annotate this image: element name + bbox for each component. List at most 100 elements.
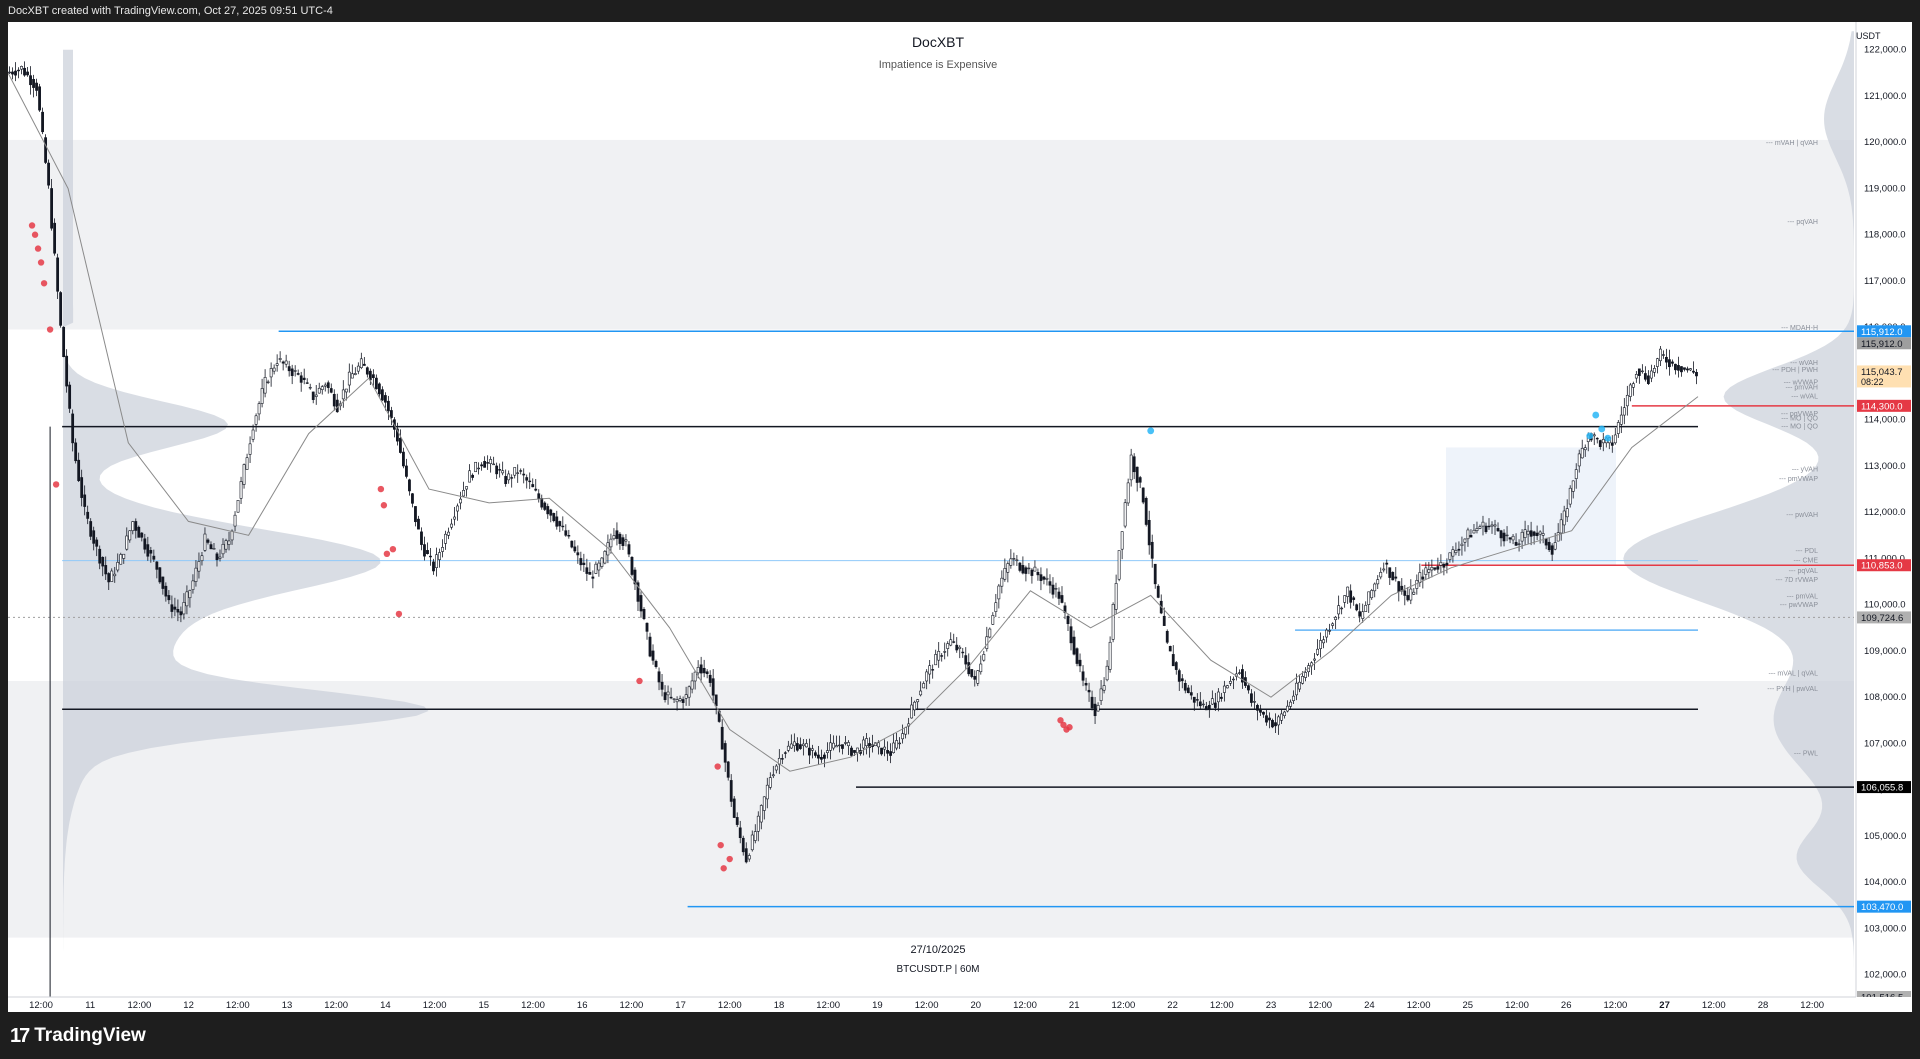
candle-body [534, 488, 538, 491]
candle-body [290, 368, 294, 376]
candle-body [940, 655, 944, 657]
candle-body [570, 540, 574, 548]
candle-body [1018, 562, 1022, 571]
candle-body [1680, 366, 1683, 373]
tradingview-logo-icon: 17 [10, 1024, 30, 1047]
candle-body [1183, 682, 1187, 691]
candle-body [17, 69, 20, 72]
candle-body [510, 477, 514, 479]
candle-body [1072, 636, 1076, 655]
candle-body [735, 817, 739, 825]
candle-body [353, 373, 357, 375]
candle-body [1189, 692, 1193, 696]
candle-body [1382, 568, 1386, 571]
candle-body [266, 381, 270, 384]
price-tag-label: 110,853.0 [1861, 561, 1903, 572]
candle-body [420, 531, 423, 545]
candle-body [359, 358, 363, 368]
candle-body [122, 553, 126, 559]
candle-body [471, 474, 474, 478]
candle-body [185, 591, 189, 607]
volume-profile-label: --- pqVAH [1787, 219, 1818, 226]
sell-signal-dot [383, 550, 391, 558]
candle-body [582, 562, 586, 565]
x-tick-label: 12:00 [324, 1000, 348, 1011]
candle-body [1268, 717, 1271, 721]
candle-body [1069, 626, 1073, 644]
candle-body [1120, 531, 1124, 550]
volume-profile-label: --- wVAH [1790, 360, 1818, 367]
price-tag [1857, 337, 1911, 350]
candle-body [56, 257, 60, 292]
candle-body [1030, 569, 1034, 576]
candle-body [1662, 354, 1665, 356]
candle-body [1015, 559, 1019, 562]
candle-body [1622, 407, 1626, 416]
volume-profile-label: --- pwVWAP [1780, 602, 1819, 609]
candle-body [516, 472, 520, 474]
range-box [1446, 447, 1616, 566]
candle-body [143, 538, 147, 550]
sell-signal-dot [37, 259, 45, 266]
candle-body [726, 761, 730, 778]
candle-body [435, 554, 438, 568]
x-tick-label: 12:00 [1308, 1000, 1332, 1011]
candle-body [642, 609, 646, 619]
candle-body [65, 355, 69, 387]
candle-body [140, 532, 144, 538]
candle-body [1520, 531, 1524, 542]
candle-body [200, 555, 204, 562]
candle-body [723, 743, 727, 763]
x-tick-label: 12:00 [1702, 1000, 1726, 1011]
candle-body [1502, 532, 1506, 542]
candle-body [444, 533, 447, 544]
candle-body [693, 671, 697, 682]
candle-body [134, 521, 138, 531]
candle-body [218, 556, 222, 559]
candle-body [666, 691, 670, 696]
candle-body [1508, 537, 1512, 540]
candle-body [170, 604, 174, 612]
volume-profile-label: --- MO | QO [1781, 424, 1818, 431]
candle-body [1298, 681, 1301, 690]
candle-body [841, 744, 844, 749]
candle-body [1532, 531, 1536, 536]
candle-body [931, 669, 935, 671]
candle-body [1138, 477, 1142, 483]
candle-body [26, 71, 29, 76]
candle-body [1174, 662, 1178, 670]
candle-body [898, 742, 902, 745]
candle-body [110, 570, 114, 582]
candle-body [1367, 591, 1371, 605]
candle-body [98, 548, 102, 564]
x-tick-label: 26 [1561, 1000, 1572, 1011]
candle-body [1352, 597, 1356, 600]
candle-body [1397, 581, 1401, 592]
candle-body [1544, 538, 1548, 546]
candle-body [705, 671, 709, 675]
candle-body [823, 754, 826, 759]
x-tick-label: 21 [1069, 1000, 1080, 1011]
candle-body [1292, 695, 1295, 701]
candle-body [1529, 530, 1533, 537]
candle-body [1475, 528, 1479, 531]
tradingview-logo[interactable]: 17 TradingView [10, 1025, 146, 1047]
candle-body [991, 615, 995, 625]
candle-body [973, 676, 977, 680]
candle-body [1550, 545, 1554, 555]
candle-body [492, 463, 496, 466]
candle-body [1613, 434, 1617, 444]
candle-body [465, 486, 468, 490]
volume-profile-label: --- MO | QO [1781, 415, 1818, 422]
candle-body [1135, 466, 1139, 483]
volume-profile-label: --- 7D rVWAP [1775, 577, 1818, 584]
currency-label: USDT [1856, 31, 1881, 41]
candle-body [657, 671, 661, 683]
chart-frame[interactable]: 122,000.0 121,000.0 120,000.0 119,000.0 118,… [8, 22, 1912, 1012]
candle-body [1162, 615, 1166, 626]
candle-body [1256, 704, 1259, 711]
candle-body [720, 726, 724, 750]
candle-body [1271, 719, 1274, 728]
candle-body [901, 733, 905, 740]
chart-canvas[interactable]: 122,000.0 121,000.0 120,000.0 119,000.0 118,… [8, 22, 1912, 1012]
